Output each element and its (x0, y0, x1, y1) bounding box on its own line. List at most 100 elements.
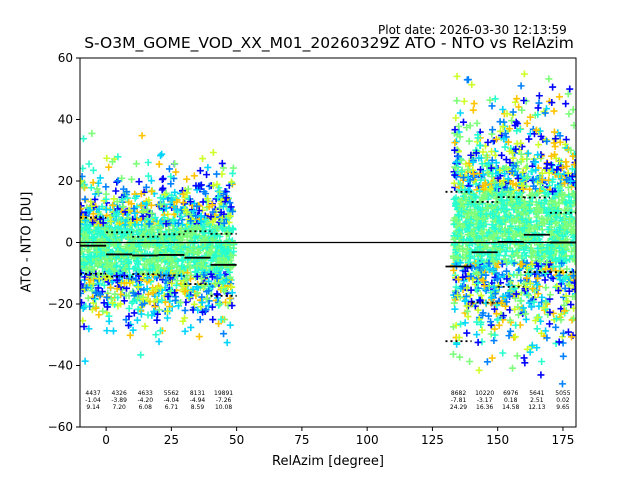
scatter-point (509, 180, 517, 188)
scatter-point (512, 204, 520, 212)
scatter-point (547, 248, 555, 256)
scatter-point (193, 249, 201, 257)
scatter-point (461, 254, 469, 262)
scatter-point (556, 183, 564, 191)
scatter-point (199, 155, 207, 163)
scatter-point (560, 307, 568, 315)
scatter-point (468, 298, 476, 306)
scatter-point (205, 248, 213, 256)
scatter-point (517, 150, 525, 158)
scatter-point (142, 238, 150, 246)
scatter-point (545, 190, 553, 198)
scatter-point (487, 294, 495, 302)
scatter-point (134, 305, 142, 313)
scatter-point (557, 316, 565, 324)
scatter-point (216, 188, 224, 196)
scatter-point (452, 249, 460, 257)
scatter-point (215, 301, 223, 309)
scatter-point (541, 219, 549, 227)
scatter-point (542, 136, 550, 144)
scatter-point (114, 210, 122, 218)
scatter-point (545, 176, 553, 184)
scatter-point (557, 305, 565, 313)
scatter-point (84, 294, 92, 302)
scatter-point (520, 203, 528, 211)
scatter-point (97, 238, 105, 246)
scatter-point (554, 170, 562, 178)
scatter-point (118, 174, 126, 182)
scatter-point (494, 282, 502, 290)
scatter-point (127, 219, 135, 227)
scatter-point (509, 233, 517, 241)
scatter-point (80, 247, 86, 255)
scatter-point (153, 316, 161, 324)
scatter-point (216, 300, 224, 308)
scatter-point (201, 223, 209, 231)
scatter-point (213, 224, 221, 232)
scatter-point (468, 229, 476, 237)
scatter-point (503, 185, 511, 193)
scatter-point (548, 99, 556, 107)
scatter-point (528, 260, 536, 268)
scatter-point (513, 127, 521, 135)
scatter-point (562, 136, 570, 144)
scatter-point (165, 226, 173, 234)
scatter-point (496, 127, 504, 135)
scatter-point (490, 337, 498, 345)
bin-count-label: 6976 (503, 390, 518, 397)
scatter-point (80, 261, 88, 269)
scatter-point (452, 283, 460, 291)
scatter-point (172, 206, 180, 214)
scatter-point (542, 284, 550, 292)
scatter-point (158, 296, 166, 304)
scatter-point (479, 148, 487, 156)
scatter-point (536, 257, 544, 265)
scatter-point (89, 166, 97, 174)
scatter-point (515, 222, 523, 230)
scatter-point (496, 217, 504, 225)
scatter-point (571, 279, 576, 287)
bin-std-label: 24.29 (450, 404, 467, 411)
scatter-point (190, 207, 198, 215)
scatter-point (113, 285, 121, 293)
scatter-point (534, 221, 542, 229)
scatter-point (184, 249, 192, 257)
scatter-point (501, 143, 509, 151)
scatter-point (193, 290, 201, 298)
bin-count-label: 4326 (112, 390, 127, 397)
scatter-point (134, 283, 142, 291)
scatter-point (499, 242, 507, 250)
scatter-point (196, 316, 204, 324)
scatter-point (543, 334, 551, 342)
scatter-point (204, 163, 212, 171)
scatter-point (80, 289, 85, 297)
scatter-point (465, 137, 473, 145)
bin-std-label: 9.14 (86, 404, 100, 411)
scatter-point (195, 333, 203, 341)
scatter-point (513, 194, 521, 202)
scatter-point (491, 325, 499, 333)
scatter-point (508, 198, 516, 206)
scatter-point (505, 332, 513, 340)
scatter-point (562, 210, 570, 218)
scatter-point (550, 107, 558, 115)
scatter-point (117, 258, 125, 266)
scatter-point (198, 298, 206, 306)
bin-std-label: 12.13 (528, 404, 545, 411)
scatter-point (528, 341, 536, 349)
y-tick-label: 60 (58, 51, 73, 65)
scatter-point (181, 288, 189, 296)
scatter-point (179, 190, 187, 198)
scatter-point (221, 198, 229, 206)
scatter-point (549, 83, 557, 91)
scatter-point (488, 126, 496, 134)
scatter-point (466, 252, 474, 260)
scatter-point (226, 321, 234, 329)
scatter-point (506, 125, 514, 133)
scatter-point (558, 259, 566, 267)
bin-mean-label: -7.26 (216, 397, 232, 404)
scatter-point (181, 306, 189, 314)
scatter-point (520, 354, 528, 362)
scatter-point (197, 212, 205, 220)
scatter-point (535, 223, 543, 231)
